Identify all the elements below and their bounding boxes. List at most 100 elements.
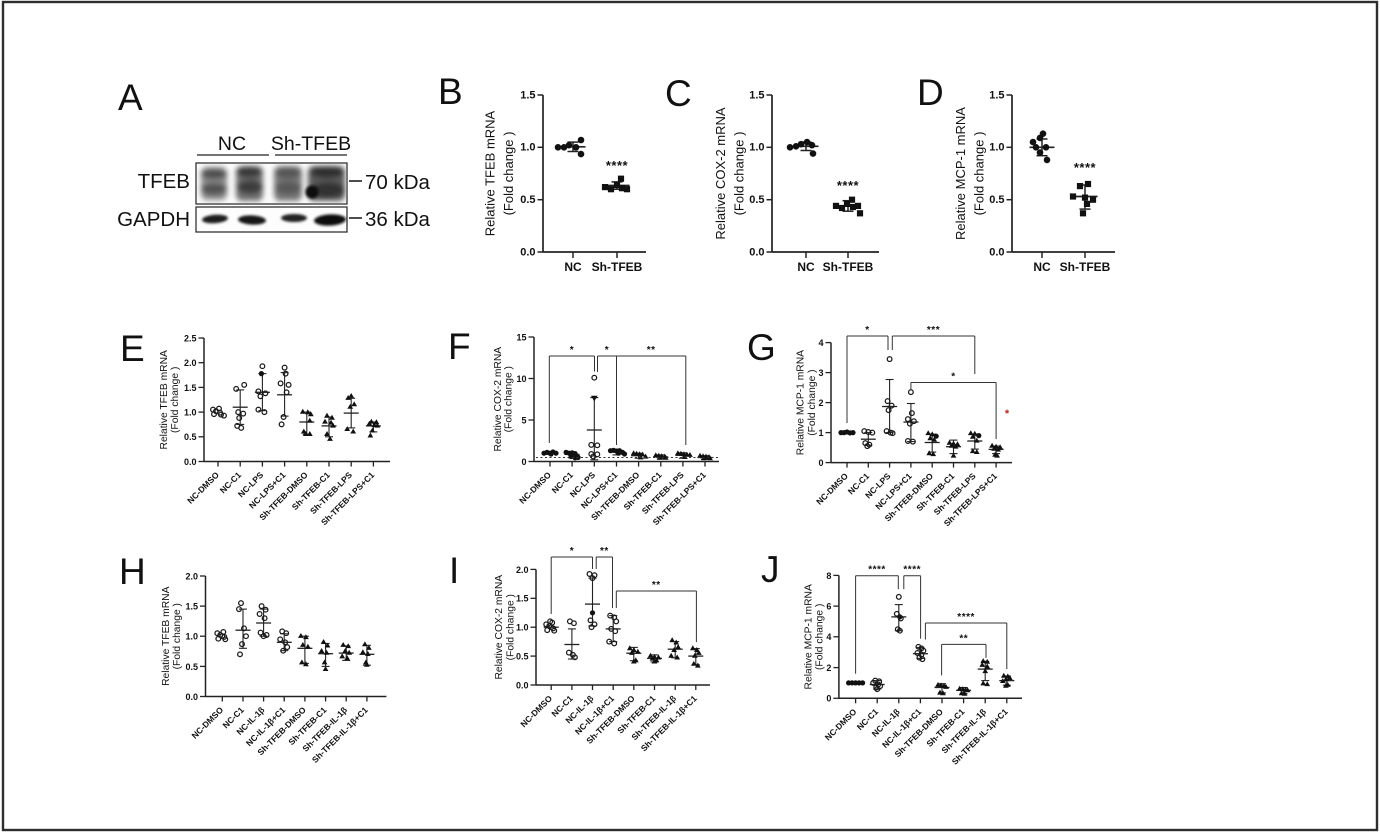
svg-text:1.5: 1.5 xyxy=(184,383,197,393)
svg-text:*: * xyxy=(570,546,574,557)
svg-text:B: B xyxy=(438,71,463,112)
svg-text:Relative COX-2 mRNA: Relative COX-2 mRNA xyxy=(494,575,505,680)
svg-text:NC-DMSO: NC-DMSO xyxy=(185,470,221,506)
svg-text:1: 1 xyxy=(818,428,823,438)
svg-text:***: *** xyxy=(927,325,940,336)
svg-text:(Fold change ): (Fold change ) xyxy=(506,594,517,660)
svg-text:I: I xyxy=(449,550,459,591)
svg-text:10: 10 xyxy=(516,374,526,384)
svg-text:1.0: 1.0 xyxy=(184,408,197,418)
svg-text:0.5: 0.5 xyxy=(749,194,764,206)
svg-text:*: * xyxy=(865,325,869,336)
svg-text:1.5: 1.5 xyxy=(749,89,764,101)
svg-text:****: **** xyxy=(957,612,975,623)
svg-text:5: 5 xyxy=(521,415,526,425)
svg-text:C: C xyxy=(665,73,692,114)
svg-text:NC-DMSO: NC-DMSO xyxy=(517,470,553,506)
svg-text:Relative TFEB mRNA: Relative TFEB mRNA xyxy=(161,586,172,686)
svg-text:NC: NC xyxy=(564,260,582,274)
svg-text:*: * xyxy=(951,372,955,383)
svg-text:NC: NC xyxy=(797,260,815,274)
svg-text:(Fold change ): (Fold change ) xyxy=(732,132,747,216)
svg-text:1.0: 1.0 xyxy=(516,623,529,633)
svg-text:**: ** xyxy=(652,580,661,591)
svg-text:Sh-TFEB: Sh-TFEB xyxy=(271,133,351,155)
svg-text:2: 2 xyxy=(818,398,823,408)
svg-text:D: D xyxy=(917,72,944,113)
svg-text:Relative COX-2 mRNA: Relative COX-2 mRNA xyxy=(493,347,504,452)
svg-text:GAPDH: GAPDH xyxy=(117,208,190,231)
svg-text:0.0: 0.0 xyxy=(520,246,535,258)
svg-text:****: **** xyxy=(868,565,886,576)
svg-text:(Fold change ): (Fold change ) xyxy=(170,367,181,433)
svg-text:H: H xyxy=(119,551,146,592)
svg-text:0.5: 0.5 xyxy=(516,652,529,662)
svg-text:0: 0 xyxy=(818,458,823,468)
svg-text:2.0: 2.0 xyxy=(185,571,198,581)
svg-text:G: G xyxy=(747,327,776,368)
svg-text:1.5: 1.5 xyxy=(185,602,198,612)
svg-text:**: ** xyxy=(600,546,609,557)
svg-text:****: **** xyxy=(606,158,629,173)
svg-text:4: 4 xyxy=(818,338,823,348)
svg-text:*: * xyxy=(570,345,574,356)
svg-text:0.0: 0.0 xyxy=(516,680,529,690)
svg-text:2.0: 2.0 xyxy=(184,358,197,368)
svg-text:F: F xyxy=(448,326,471,367)
svg-text:0: 0 xyxy=(521,457,526,467)
svg-text:NC-DMSO: NC-DMSO xyxy=(814,471,850,507)
svg-text:0.0: 0.0 xyxy=(185,692,198,702)
svg-text:0.5: 0.5 xyxy=(185,662,198,672)
svg-text:2.5: 2.5 xyxy=(184,333,197,343)
svg-text:0.0: 0.0 xyxy=(184,457,197,467)
svg-text:J: J xyxy=(761,549,780,590)
svg-text:1.0: 1.0 xyxy=(520,142,535,154)
svg-text:Relative MCP-1 mRNA: Relative MCP-1 mRNA xyxy=(796,350,807,455)
svg-text:1.0: 1.0 xyxy=(185,632,198,642)
svg-text:3: 3 xyxy=(818,368,823,378)
svg-text:(Fold change ): (Fold change ) xyxy=(504,366,515,432)
svg-text:Sh-TFEB: Sh-TFEB xyxy=(592,260,643,274)
svg-text:Sh-TFEB: Sh-TFEB xyxy=(823,260,874,274)
svg-text:NC: NC xyxy=(218,133,246,155)
svg-text:(Fold change ): (Fold change ) xyxy=(807,369,818,435)
svg-text:Sh-TFEB: Sh-TFEB xyxy=(1060,260,1111,274)
svg-text:2.0: 2.0 xyxy=(516,565,529,575)
svg-text:(Fold change ): (Fold change ) xyxy=(172,603,183,669)
svg-text:1.0: 1.0 xyxy=(989,142,1004,154)
svg-text:NC-DMSO: NC-DMSO xyxy=(823,706,859,742)
svg-text:E: E xyxy=(120,328,145,369)
svg-text:0.5: 0.5 xyxy=(184,432,197,442)
svg-text:(Fold change ): (Fold change ) xyxy=(501,132,516,216)
svg-text:4: 4 xyxy=(826,632,831,642)
svg-text:*: * xyxy=(605,345,609,356)
svg-text:0.5: 0.5 xyxy=(520,194,535,206)
svg-text:(Fold change ): (Fold change ) xyxy=(972,132,987,216)
svg-text:*: * xyxy=(1005,408,1010,420)
svg-text:15: 15 xyxy=(516,332,526,342)
svg-text:0.5: 0.5 xyxy=(989,194,1004,206)
svg-text:Relative TFEB mRNA: Relative TFEB mRNA xyxy=(159,350,170,450)
svg-text:1.0: 1.0 xyxy=(749,142,764,154)
svg-text:****: **** xyxy=(837,178,860,193)
svg-text:****: **** xyxy=(903,565,921,576)
svg-text:70 kDa: 70 kDa xyxy=(365,171,431,194)
svg-text:**: ** xyxy=(647,345,656,356)
svg-text:Relative TFEB mRNA: Relative TFEB mRNA xyxy=(483,110,498,236)
svg-text:****: **** xyxy=(1074,160,1097,175)
svg-text:Relative MCP-1 mRNA: Relative MCP-1 mRNA xyxy=(804,584,815,689)
svg-text:TFEB: TFEB xyxy=(138,170,190,193)
svg-text:36 kDa: 36 kDa xyxy=(365,208,431,231)
svg-text:2: 2 xyxy=(826,663,831,673)
svg-text:1.5: 1.5 xyxy=(520,89,535,101)
svg-text:NC: NC xyxy=(1033,260,1051,274)
svg-text:1.5: 1.5 xyxy=(516,594,529,604)
svg-text:0.0: 0.0 xyxy=(749,246,764,258)
svg-text:Relative MCP-1 mRNA: Relative MCP-1 mRNA xyxy=(953,107,968,240)
svg-text:6: 6 xyxy=(826,602,831,612)
svg-text:(Fold change ): (Fold change ) xyxy=(815,604,826,670)
svg-text:1.5: 1.5 xyxy=(989,89,1004,101)
svg-text:0: 0 xyxy=(826,694,831,704)
svg-text:8: 8 xyxy=(826,571,831,581)
svg-text:A: A xyxy=(118,77,143,118)
